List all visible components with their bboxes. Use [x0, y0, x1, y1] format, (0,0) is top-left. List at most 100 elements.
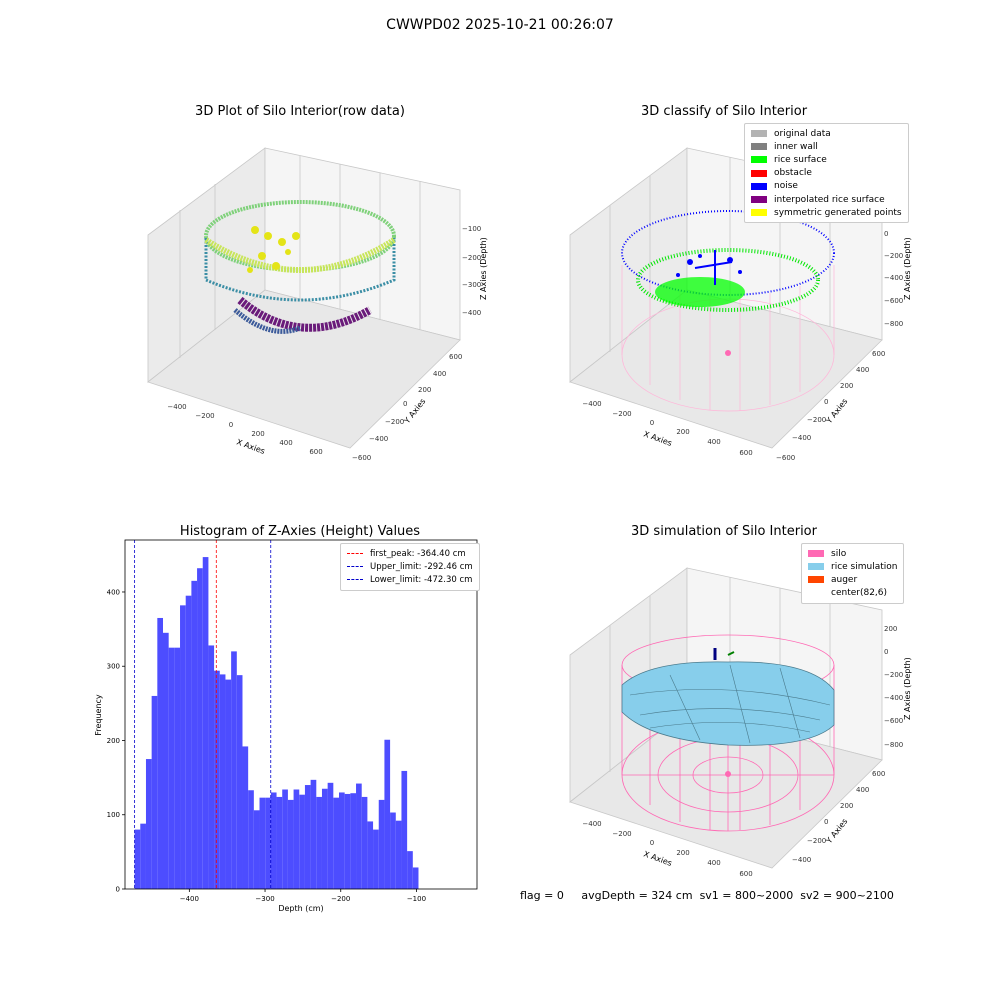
simulation-ztick: 200 [884, 625, 897, 633]
classify-silo-wire [621, 265, 835, 412]
simulation-xtick: 400 [707, 859, 720, 867]
histogram-reference-lines [134, 540, 272, 889]
legend-label: interpolated rice surface [774, 194, 885, 205]
histogram-bar [276, 796, 283, 889]
legend-entry: auger [808, 573, 897, 586]
classify-xtick: 600 [739, 449, 752, 457]
legend-entry: Upper_limit: -292.46 cm [347, 560, 473, 573]
histogram-x-label: Depth (cm) [278, 904, 323, 913]
classify-legend: original data inner wall rice surface ob… [744, 123, 909, 224]
legend-entry: center(82,6) [808, 587, 897, 600]
classify-ytick: 0 [824, 398, 828, 406]
raw-ztick: −400 [462, 309, 481, 317]
classify-ztick: −400 [884, 274, 903, 282]
histogram-bar [225, 679, 232, 889]
histogram-legend: first_peak: -364.40 cm Upper_limit: -292… [340, 543, 480, 591]
legend-entry: noise [751, 180, 902, 193]
status-flag: flag = 0 [520, 889, 564, 902]
histogram-ytick-label: 400 [107, 588, 120, 596]
simulation-center-marker [725, 771, 731, 777]
classify-noise-cluster [676, 254, 742, 277]
simulation-ytick: −400 [792, 856, 811, 864]
raw-xtick: 600 [309, 448, 322, 456]
histogram-bar [287, 799, 294, 889]
simulation-z-ticks: 200 0 −200 −400 −600 −800 [884, 625, 903, 749]
simulation-ztick: −800 [884, 741, 903, 749]
figure-title: CWWPD02 2025-10-21 00:26:07 [386, 17, 614, 33]
legend-label: rice surface [774, 154, 827, 165]
simulation-xtick: 200 [676, 849, 689, 857]
histogram-bar [333, 797, 340, 889]
legend-entry: rice surface [751, 153, 902, 166]
histogram-bar [390, 812, 396, 889]
classify-ytick: 600 [872, 350, 885, 358]
classify-x-label: X Axies [642, 429, 673, 448]
histogram-bar [373, 829, 379, 889]
legend-entry: first_peak: -364.40 cm [347, 547, 473, 560]
histogram-bar [407, 851, 413, 889]
simulation-ztick: −400 [884, 694, 903, 702]
legend-swatch [751, 156, 767, 164]
classify-xtick: −400 [582, 400, 601, 408]
raw-ytick: 600 [449, 353, 462, 361]
status-avg-depth: avgDepth = 324 cm [581, 889, 693, 902]
histogram-bar [134, 829, 141, 889]
histogram-bar [180, 605, 186, 889]
raw-xtick: 400 [279, 439, 292, 447]
legend-swatch [808, 550, 824, 558]
status-sv1: sv1 = 800~2000 [699, 889, 794, 902]
raw-z-label: Z Axies (Depth) [479, 237, 488, 300]
histogram-bar [304, 785, 311, 889]
classify-y-ticks: −600 −400 −200 0 200 400 600 [776, 350, 885, 462]
legend-entry: rice simulation [808, 560, 897, 573]
legend-label: inner wall [774, 141, 818, 152]
status-sv2: sv2 = 900~2100 [800, 889, 894, 902]
simulation-xtick: −200 [612, 830, 631, 838]
histogram-bar [367, 821, 374, 889]
raw-ytick: 0 [403, 400, 407, 408]
legend-entry: obstacle [751, 167, 902, 180]
simulation-legend: silo rice simulation auger center(82,6) [801, 543, 905, 604]
histogram-xtick-label: −400 [180, 895, 199, 903]
histogram-bar [299, 794, 305, 889]
raw-ytick: 200 [418, 386, 431, 394]
classify-z-ticks: 200 0 −200 −400 −600 −800 [884, 206, 903, 328]
histogram-bar [316, 796, 322, 889]
histogram-bar [168, 647, 175, 889]
legend-swatch [751, 196, 767, 204]
legend-swatch [751, 130, 767, 138]
legend-label: obstacle [774, 168, 812, 179]
simulation-xtick: 0 [650, 839, 654, 847]
histogram-bar [356, 783, 362, 889]
status-line: flag = 0 avgDepth = 324 cm sv1 = 800~200… [520, 889, 894, 902]
raw-plot-title: 3D Plot of Silo Interior(row data) [195, 104, 405, 119]
raw-y-ticks: −600 −400 −200 0 200 400 600 [352, 353, 462, 462]
classify-xtick: 400 [707, 438, 720, 446]
histogram-bar [361, 796, 368, 889]
simulation-ytick: 200 [840, 802, 853, 810]
histogram-bar [321, 788, 328, 889]
raw-3d-box [147, 147, 461, 449]
histogram-ytick-label: 200 [107, 737, 120, 745]
simulation-xtick: 600 [739, 870, 752, 878]
legend-label: auger [831, 574, 858, 585]
histogram-bar [378, 799, 385, 889]
legend-label: first_peak: -364.40 cm [370, 548, 466, 559]
raw-3d-plot: −400 −200 0 200 400 600 X Axies −600 −40… [147, 147, 488, 462]
raw-x-ticks: −400 −200 0 200 400 600 [167, 403, 322, 456]
raw-ytick: −600 [352, 454, 371, 462]
histogram-bars [134, 557, 419, 889]
histogram-bar [265, 797, 271, 889]
simulation-auger-tip [727, 651, 735, 656]
histogram-xtick-label: −300 [255, 895, 274, 903]
raw-z-ticks: −100 −200 −300 −400 [462, 225, 481, 317]
histogram-bar [140, 823, 146, 889]
histogram-bar [191, 580, 198, 889]
histogram-bar [231, 651, 237, 889]
raw-ztick: −200 [462, 254, 481, 262]
classify-ytick: 200 [840, 382, 853, 390]
legend-line [347, 553, 363, 555]
legend-swatch [808, 563, 824, 571]
histogram-y-label: Frequency [94, 694, 103, 736]
histogram-ytick-label: 100 [107, 811, 120, 819]
